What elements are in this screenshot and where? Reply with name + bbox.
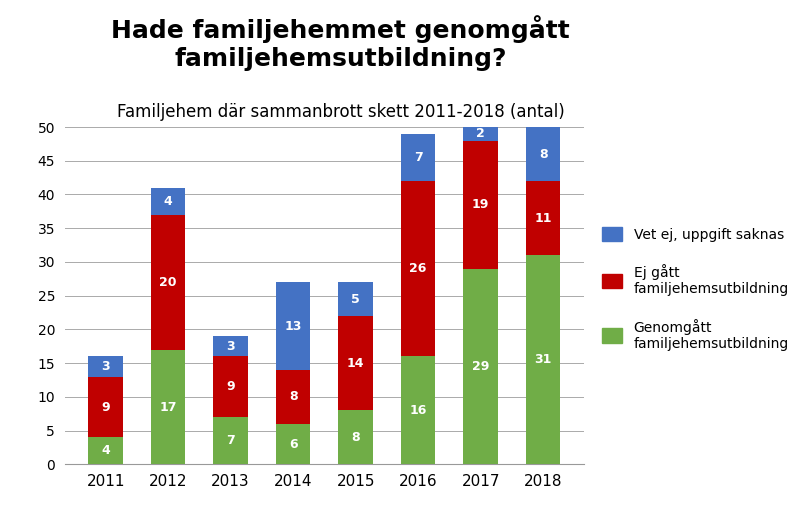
Bar — [526, 181, 560, 255]
Bar — [88, 357, 122, 377]
Text: 7: 7 — [226, 434, 235, 447]
Bar — [276, 282, 311, 370]
Bar — [401, 181, 436, 357]
Text: 4: 4 — [101, 444, 110, 457]
Bar — [526, 255, 560, 464]
Legend: Vet ej, uppgift saknas, Ej gått
familjehemsutbildning, Genomgått
familjehemsutbi: Vet ej, uppgift saknas, Ej gått familjeh… — [596, 222, 794, 356]
Bar — [88, 377, 122, 438]
Text: 2: 2 — [476, 127, 485, 140]
Text: 7: 7 — [414, 151, 423, 164]
Text: 4: 4 — [164, 195, 173, 208]
Text: 5: 5 — [351, 293, 360, 305]
Text: 19: 19 — [472, 198, 489, 211]
Text: 14: 14 — [347, 357, 364, 369]
Text: 8: 8 — [539, 148, 547, 160]
Bar — [338, 316, 373, 410]
Bar — [401, 357, 436, 464]
Text: 17: 17 — [160, 400, 177, 413]
Text: 31: 31 — [534, 353, 551, 366]
Text: 6: 6 — [289, 438, 298, 450]
Text: Hade familjehemmet genomgått
familjehemsutbildning?: Hade familjehemmet genomgått familjehems… — [111, 15, 570, 71]
Bar — [213, 417, 248, 464]
Text: 16: 16 — [410, 404, 427, 417]
Bar — [88, 438, 122, 464]
Text: 3: 3 — [101, 360, 110, 373]
Text: 9: 9 — [226, 380, 235, 393]
Bar — [338, 410, 373, 464]
Bar — [401, 134, 436, 181]
Text: 29: 29 — [472, 360, 489, 373]
Bar — [526, 127, 560, 181]
Bar — [463, 140, 498, 269]
Bar — [213, 357, 248, 417]
Bar — [338, 282, 373, 316]
Text: 9: 9 — [101, 400, 110, 413]
Bar — [151, 215, 186, 350]
Text: 3: 3 — [226, 340, 235, 353]
Bar — [151, 350, 186, 464]
Text: 26: 26 — [410, 262, 427, 275]
Bar — [213, 336, 248, 357]
Bar — [276, 424, 311, 464]
Bar — [151, 188, 186, 215]
Text: 13: 13 — [285, 319, 302, 333]
Text: Familjehem där sammanbrott skett 2011-2018 (antal): Familjehem där sammanbrott skett 2011-20… — [117, 103, 564, 121]
Text: 8: 8 — [289, 391, 298, 404]
Bar — [463, 127, 498, 140]
Text: 20: 20 — [160, 276, 177, 289]
Text: 11: 11 — [534, 212, 552, 224]
Bar — [276, 370, 311, 424]
Text: 8: 8 — [351, 431, 360, 444]
Bar — [463, 269, 498, 464]
